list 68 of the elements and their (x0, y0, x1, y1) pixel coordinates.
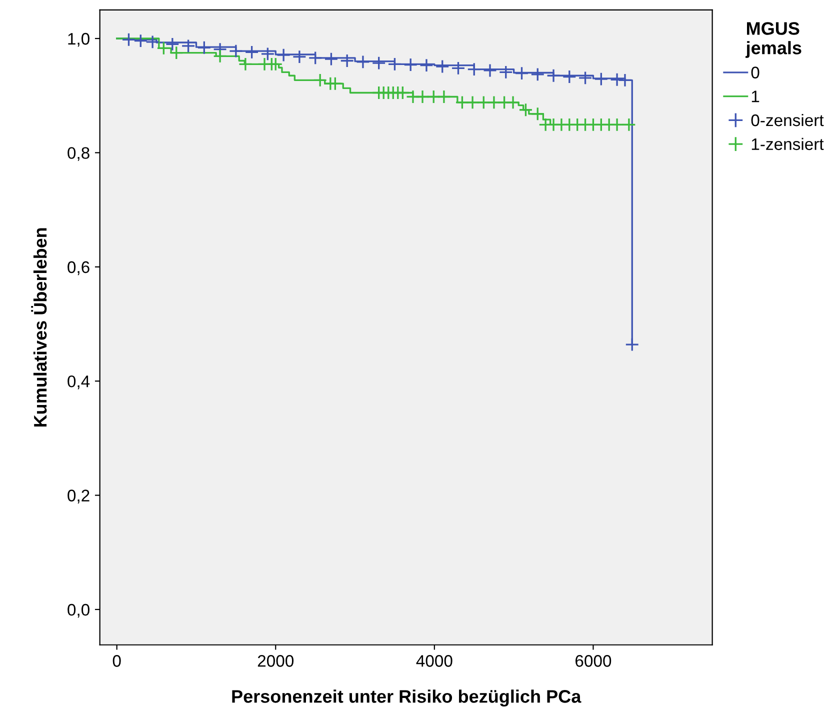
point (404, 58, 418, 72)
point (308, 50, 322, 65)
point (340, 54, 354, 68)
x-tick-label: 2000 (258, 655, 294, 667)
point (134, 34, 148, 48)
point (228, 44, 243, 58)
x-tick-label: 6000 (576, 655, 612, 667)
point (122, 32, 136, 47)
x-tick-label: 4000 (416, 655, 452, 667)
point (396, 86, 410, 100)
point (530, 106, 545, 121)
point (530, 67, 545, 82)
legend-label: 0 (751, 66, 760, 78)
y-tick-label: 0,8 (68, 147, 90, 161)
point (244, 45, 259, 60)
point (618, 73, 632, 88)
point (276, 48, 291, 62)
point (419, 58, 434, 72)
y-axis-title: Kumulatives Überleben (31, 228, 47, 427)
point (238, 57, 252, 72)
point (435, 59, 450, 74)
point (292, 50, 306, 64)
point (146, 34, 160, 49)
x-axis-title: Personenzeit unter Risiko bezüglich PCa (232, 690, 582, 706)
point (313, 73, 328, 88)
point (578, 70, 592, 85)
y-tick-label: 0,4 (68, 375, 90, 390)
y-tick-label: 0,6 (68, 261, 90, 276)
point (498, 65, 513, 80)
x-tick-label: 0 (112, 655, 121, 667)
point (268, 57, 283, 72)
point (415, 90, 430, 104)
point (506, 95, 520, 110)
legend-label: 1 (752, 90, 760, 102)
point (156, 41, 171, 56)
point (546, 68, 561, 83)
point (518, 102, 533, 117)
legend-label: 0-zensiert (751, 114, 824, 126)
point (213, 49, 228, 64)
point (436, 90, 451, 104)
point (562, 70, 576, 84)
point (356, 54, 370, 69)
point (388, 57, 402, 72)
point (455, 95, 470, 110)
point (324, 52, 338, 66)
point (260, 46, 275, 61)
point (328, 76, 342, 91)
point (594, 72, 608, 86)
point (165, 37, 180, 52)
point (169, 46, 184, 60)
point (197, 40, 212, 55)
legend-label: 1-zensiert (752, 138, 824, 150)
point (372, 56, 386, 70)
y-tick-label: 1,0 (68, 32, 90, 47)
point (622, 118, 636, 132)
point (514, 66, 529, 80)
point (465, 95, 480, 110)
point (625, 338, 640, 352)
point (610, 72, 624, 87)
legend-title: MGUS jemals (746, 22, 802, 58)
point (181, 38, 196, 53)
point (476, 95, 491, 110)
point (451, 61, 466, 76)
y-tick-label: 0,0 (68, 604, 90, 618)
point (482, 63, 498, 78)
point (610, 118, 624, 132)
point (467, 62, 482, 76)
y-tick-label: 0,2 (68, 490, 90, 504)
